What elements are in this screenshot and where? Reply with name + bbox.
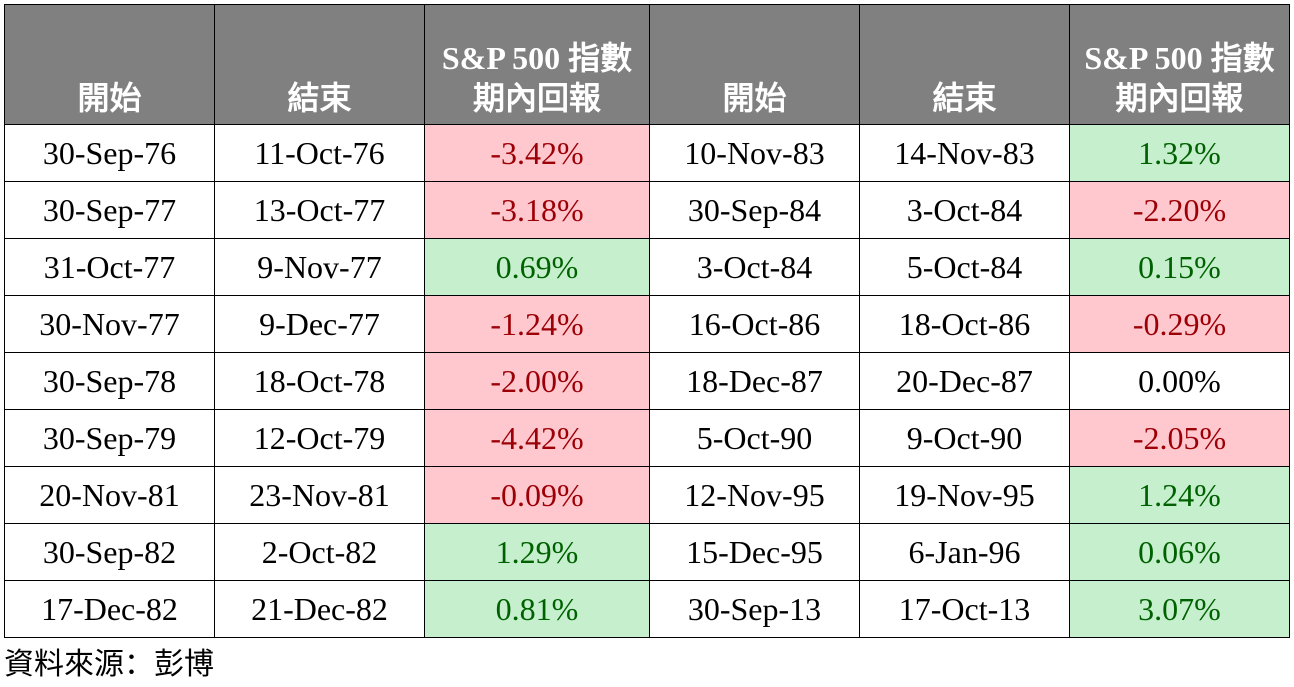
return-cell: 1.32% [1069,124,1290,182]
return-cell: 0.15% [1069,238,1290,296]
header-return-title: S&P 500 指數 [441,40,633,76]
return-cell: -3.42% [424,124,650,182]
end-date-cell: 18-Oct-86 [859,295,1070,353]
header-return-subtitle: 期內回報 [472,80,601,116]
end-date-cell: 9-Dec-77 [214,295,425,353]
end-date-cell: 21-Dec-82 [214,580,425,638]
table-row: 30-Sep-78 18-Oct-78 -2.00% 18-Dec-87 20-Dec-… [4,352,1290,410]
table-row: 30-Nov-77 9-Dec-77 -1.24% 16-Oct-86 18-Oct-8… [4,295,1290,353]
header-return-subtitle: 期內回報 [1115,80,1244,116]
return-cell: 0.06% [1069,523,1290,581]
start-date-cell: 30-Sep-84 [649,181,860,239]
end-date-cell: 20-Dec-87 [859,352,1070,410]
start-date-cell: 30-Sep-13 [649,580,860,638]
end-date-cell: 11-Oct-76 [214,124,425,182]
return-cell: -2.20% [1069,181,1290,239]
start-date-cell: 16-Oct-86 [649,295,860,353]
table-row: 30-Sep-82 2-Oct-82 1.29% 15-Dec-95 6-Jan-96 0… [4,523,1290,581]
end-date-cell: 13-Oct-77 [214,181,425,239]
start-date-cell: 20-Nov-81 [4,466,215,524]
header-start-left: 開始 [4,4,215,125]
end-date-cell: 9-Oct-90 [859,409,1070,467]
end-date-cell: 6-Jan-96 [859,523,1070,581]
header-end-left: 結束 [214,4,425,125]
return-cell: -2.00% [424,352,650,410]
start-date-cell: 30-Sep-78 [4,352,215,410]
source-note: 資料來源：彭博 [4,647,214,682]
start-date-cell: 31-Oct-77 [4,238,215,296]
end-date-cell: 17-Oct-13 [859,580,1070,638]
start-date-cell: 5-Oct-90 [649,409,860,467]
return-cell: 1.29% [424,523,650,581]
header-end-right: 結束 [859,4,1070,125]
start-date-cell: 30-Sep-76 [4,124,215,182]
end-date-cell: 2-Oct-82 [214,523,425,581]
start-date-cell: 30-Sep-77 [4,181,215,239]
header-return-right: S&P 500 指數 期內回報 [1069,4,1290,125]
return-cell: 1.24% [1069,466,1290,524]
return-cell: -1.24% [424,295,650,353]
end-date-cell: 12-Oct-79 [214,409,425,467]
end-date-cell: 9-Nov-77 [214,238,425,296]
end-date-cell: 14-Nov-83 [859,124,1070,182]
start-date-cell: 15-Dec-95 [649,523,860,581]
shutdown-returns-table: 開始 結束 S&P 500 指數 期內回報 開始 結束 S&P 500 指數 期… [4,4,1290,638]
table-row: 31-Oct-77 9-Nov-77 0.69% 3-Oct-84 5-Oct-84 0.… [4,238,1290,296]
return-cell: 3.07% [1069,580,1290,638]
end-date-cell: 23-Nov-81 [214,466,425,524]
return-cell: -0.29% [1069,295,1290,353]
start-date-cell: 3-Oct-84 [649,238,860,296]
return-cell: -2.05% [1069,409,1290,467]
return-cell: 0.00% [1069,352,1290,410]
end-date-cell: 18-Oct-78 [214,352,425,410]
return-cell: 0.81% [424,580,650,638]
table-body: 30-Sep-76 11-Oct-76 -3.42% 10-Nov-83 14-Nov-… [4,124,1290,638]
table-header: 開始 結束 S&P 500 指數 期內回報 開始 結束 S&P 500 指數 期… [4,4,1290,125]
table-row: 30-Sep-76 11-Oct-76 -3.42% 10-Nov-83 14-Nov-… [4,124,1290,182]
table-row: 17-Dec-82 21-Dec-82 0.81% 30-Sep-13 17-Oct-1… [4,580,1290,638]
return-cell: -0.09% [424,466,650,524]
start-date-cell: 30-Sep-79 [4,409,215,467]
start-date-cell: 12-Nov-95 [649,466,860,524]
table-row: 30-Sep-77 13-Oct-77 -3.18% 30-Sep-84 3-Oct-8… [4,181,1290,239]
header-row: 開始 結束 S&P 500 指數 期內回報 開始 結束 S&P 500 指數 期… [4,4,1290,125]
return-cell: -4.42% [424,409,650,467]
header-return-left: S&P 500 指數 期內回報 [424,4,650,125]
end-date-cell: 5-Oct-84 [859,238,1070,296]
header-return-title: S&P 500 指數 [1084,40,1275,76]
end-date-cell: 3-Oct-84 [859,181,1070,239]
start-date-cell: 30-Sep-82 [4,523,215,581]
end-date-cell: 19-Nov-95 [859,466,1070,524]
return-cell: 0.69% [424,238,650,296]
start-date-cell: 30-Nov-77 [4,295,215,353]
start-date-cell: 18-Dec-87 [649,352,860,410]
start-date-cell: 17-Dec-82 [4,580,215,638]
header-start-right: 開始 [649,4,860,125]
table-row: 20-Nov-81 23-Nov-81 -0.09% 12-Nov-95 19-Nov-… [4,466,1290,524]
table-row: 30-Sep-79 12-Oct-79 -4.42% 5-Oct-90 9-Oct-90… [4,409,1290,467]
start-date-cell: 10-Nov-83 [649,124,860,182]
return-cell: -3.18% [424,181,650,239]
